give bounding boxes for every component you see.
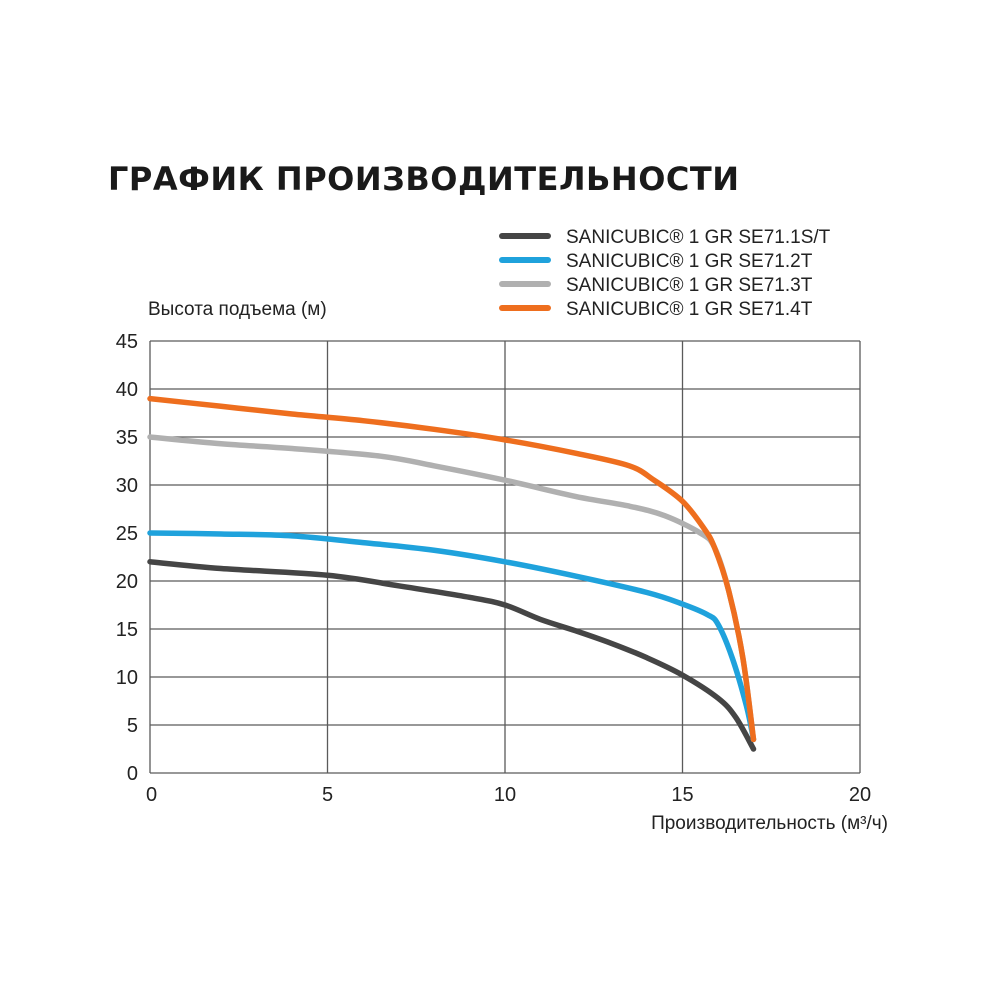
axis-ticks: 0 5 10 15 20 25 30 35 40 45 0 5 10 15 20 [116, 331, 871, 806]
y-tick-label: 25 [116, 523, 138, 545]
y-tick-label: 30 [116, 475, 138, 497]
y-axis-label: Высота подъема (м) [148, 299, 327, 320]
y-tick-label: 5 [127, 715, 138, 737]
series-line-1 [147, 559, 757, 752]
x-axis-label: Производительность (м³/ч) [651, 813, 888, 834]
legend-label: SANICUBIC® 1 GR SE71.2T [566, 251, 813, 272]
chart-title: ГРАФИК ПРОИЗВОДИТЕЛЬНОСТИ [108, 160, 740, 198]
x-tick-label: 15 [671, 784, 693, 806]
legend-label: SANICUBIC® 1 GR SE71.4T [566, 299, 813, 320]
grid [149, 340, 861, 774]
y-tick-label: 0 [127, 763, 138, 785]
legend-label: SANICUBIC® 1 GR SE71.1S/T [566, 227, 831, 248]
y-tick-label: 45 [116, 331, 138, 353]
y-tick-label: 20 [116, 571, 138, 593]
x-tick-label: 20 [849, 784, 871, 806]
series-line-3 [147, 434, 757, 743]
series-lines [147, 395, 757, 752]
y-tick-label: 10 [116, 667, 138, 689]
legend: SANICUBIC® 1 GR SE71.1S/T SANICUBIC® 1 GR… [499, 227, 831, 320]
x-tick-label: 10 [494, 784, 516, 806]
y-tick-label: 15 [116, 619, 138, 641]
x-tick-label: 5 [322, 784, 333, 806]
x-tick-label: 0 [146, 784, 157, 806]
y-tick-label: 40 [116, 379, 138, 401]
series-line-2 [147, 530, 757, 743]
series-line-4 [147, 395, 757, 743]
legend-label: SANICUBIC® 1 GR SE71.3T [566, 275, 813, 296]
y-tick-label: 35 [116, 427, 138, 449]
